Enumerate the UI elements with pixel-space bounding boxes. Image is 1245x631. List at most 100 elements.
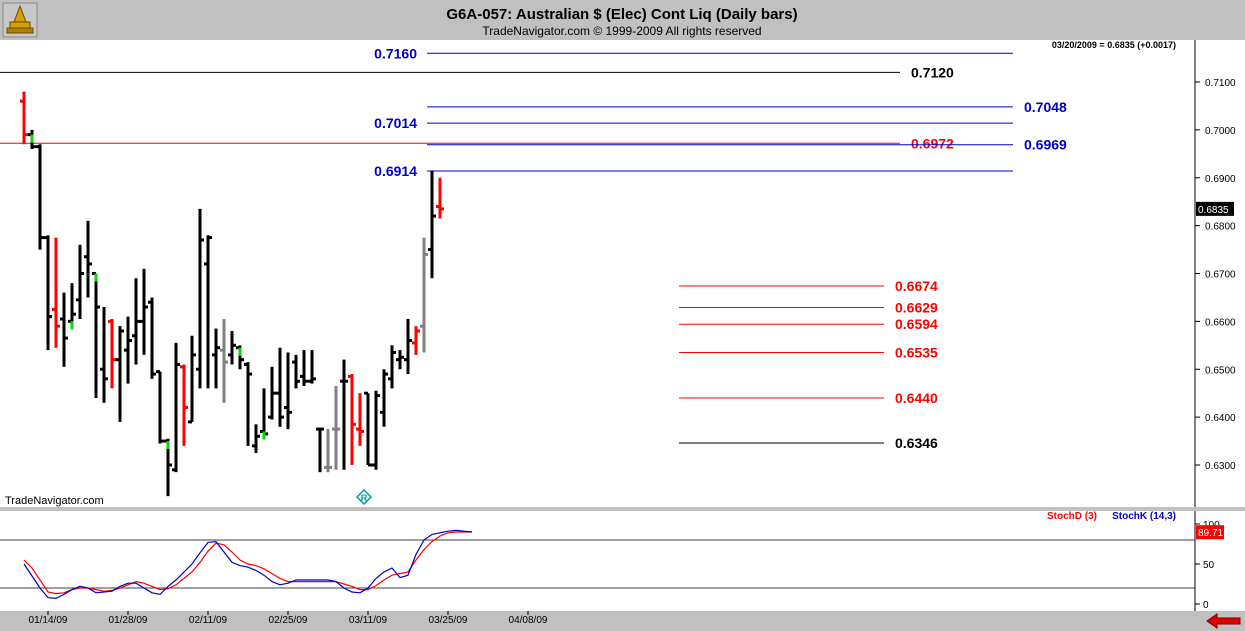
date-tick-label: 01/28/09 bbox=[109, 615, 148, 626]
logo-icon[interactable] bbox=[2, 2, 38, 38]
ohlc-bar bbox=[108, 318, 116, 389]
ohlc-bar bbox=[180, 364, 188, 446]
price-level-label: 0.6440 bbox=[895, 390, 938, 406]
ohlc-bar bbox=[284, 352, 292, 430]
price-tick-label: 0.6400 bbox=[1205, 413, 1236, 424]
ohlc-bar bbox=[372, 390, 380, 470]
ohlc-bar bbox=[84, 220, 92, 298]
price-tick-label: 0.7000 bbox=[1205, 126, 1236, 137]
ohlc-bar bbox=[340, 359, 348, 470]
ohlc-bar bbox=[436, 177, 444, 219]
ohlc-bar bbox=[252, 424, 260, 454]
stochk-line bbox=[23, 529, 473, 600]
ohlc-bar bbox=[348, 374, 356, 465]
stoch-tick-label: 50 bbox=[1203, 560, 1215, 571]
ohlc-bar bbox=[148, 297, 156, 379]
price-tick-label: 0.6300 bbox=[1205, 461, 1236, 472]
ohlc-bar bbox=[156, 370, 164, 444]
price-level-label: 0.7014 bbox=[374, 115, 417, 131]
price-level-label: 0.6594 bbox=[895, 316, 938, 332]
chart-markers[interactable]: R bbox=[355, 488, 373, 506]
ohlc-bar bbox=[260, 388, 268, 440]
ohlc-bar bbox=[236, 345, 244, 370]
ohlc-bar bbox=[244, 362, 252, 446]
legend-stochk: StochK (14,3) bbox=[1112, 511, 1176, 522]
ohlc-bar bbox=[396, 350, 404, 370]
ohlc-bar bbox=[172, 342, 180, 473]
ohlc-bar bbox=[276, 347, 284, 427]
price-tick-label: 0.6900 bbox=[1205, 174, 1236, 185]
price-level-label: 0.7048 bbox=[1024, 99, 1067, 115]
price-level-label: 0.6346 bbox=[895, 435, 938, 451]
ohlc-bar bbox=[380, 369, 388, 427]
date-tick-label: 03/25/09 bbox=[429, 615, 468, 626]
chart-title: G6A-057: Australian $ (Elec) Cont Liq (D… bbox=[446, 6, 797, 23]
price-level-label: 0.6629 bbox=[895, 299, 938, 315]
ohlc-bar bbox=[116, 326, 124, 422]
ohlc-bar bbox=[356, 393, 364, 446]
price-axis bbox=[1195, 40, 1245, 507]
price-tick-label: 0.7100 bbox=[1205, 78, 1236, 89]
ohlc-bar bbox=[324, 429, 332, 473]
ohlc-bar bbox=[212, 328, 220, 389]
price-tick-label: 0.6500 bbox=[1205, 365, 1236, 376]
date-axis bbox=[0, 611, 1245, 631]
ohlc-bar bbox=[420, 237, 428, 353]
date-tick-label: 02/25/09 bbox=[269, 615, 308, 626]
price-panel bbox=[0, 40, 1195, 507]
ohlc-bar bbox=[292, 354, 300, 389]
ohlc-bar bbox=[364, 391, 372, 467]
price-level-label: 0.6969 bbox=[1024, 137, 1067, 153]
stoch-tick-label: 0 bbox=[1203, 600, 1209, 611]
ohlc-bar bbox=[220, 318, 228, 403]
title-strip bbox=[0, 0, 1245, 40]
ohlc-bar bbox=[404, 318, 412, 375]
price-level-label: 0.6674 bbox=[895, 278, 938, 294]
last-price-box bbox=[1196, 201, 1234, 216]
date-tick-label: 04/08/09 bbox=[509, 615, 548, 626]
ohlc-bar bbox=[68, 283, 76, 330]
ohlc-bars bbox=[20, 91, 444, 497]
ohlc-bar bbox=[124, 316, 132, 384]
panel-separator[interactable] bbox=[0, 507, 1245, 511]
ohlc-bar bbox=[228, 330, 236, 365]
price-level-label: 0.6914 bbox=[374, 163, 417, 179]
ohlc-bar bbox=[164, 438, 172, 497]
price-level-label: 0.7120 bbox=[911, 64, 954, 80]
svg-text:R: R bbox=[361, 493, 368, 503]
ohlc-bar bbox=[44, 235, 52, 351]
price-level-label: 0.6535 bbox=[895, 344, 938, 360]
ohlc-bar bbox=[300, 350, 308, 387]
date-axis-ticks: 01/14/09 01/28/09 02/11/09 02/25/09 03/11/09… bbox=[29, 611, 548, 626]
arrow-left-icon[interactable] bbox=[1206, 613, 1241, 629]
ohlc-bar bbox=[60, 292, 68, 367]
price-axis-ticks: 0.6300 0.6400 0.6500 0.6600 0.6700 0.6800 0.69… bbox=[1195, 78, 1236, 472]
date-tick-label: 01/14/09 bbox=[29, 615, 68, 626]
ohlc-bar bbox=[140, 268, 148, 355]
ohlc-bar bbox=[92, 272, 100, 398]
date-tick-label: 02/11/09 bbox=[189, 615, 228, 626]
price-tick-label: 0.6700 bbox=[1205, 270, 1236, 281]
ohlc-bar bbox=[52, 237, 60, 348]
last-price-label: 0.6835 bbox=[1198, 205, 1229, 216]
ohlc-bar bbox=[36, 144, 44, 250]
ohlc-bar bbox=[388, 345, 396, 389]
price-level-label: 0.7160 bbox=[374, 45, 417, 61]
stochastic-lines: 05010089.71 bbox=[0, 520, 1224, 611]
ohlc-bar bbox=[316, 427, 324, 473]
stoch-last-label: 89.71 bbox=[1198, 528, 1223, 539]
legend-stochd: StochD (3) bbox=[1047, 511, 1097, 522]
stoch-last-box bbox=[1196, 525, 1224, 540]
ohlc-bar bbox=[100, 307, 108, 403]
ohlc-bar bbox=[332, 386, 340, 470]
watermark: TradeNavigator.com bbox=[5, 495, 104, 507]
reversal-marker[interactable]: R bbox=[355, 488, 373, 506]
ohlc-bar bbox=[268, 366, 276, 420]
price-level-label: 0.6972 bbox=[911, 135, 954, 151]
ohlc-bar bbox=[20, 91, 28, 145]
price-tick-label: 0.6800 bbox=[1205, 222, 1236, 233]
ohlc-bar bbox=[196, 208, 204, 389]
ohlc-bar bbox=[308, 350, 316, 384]
ohlc-bar bbox=[204, 235, 212, 389]
stochastic-panel bbox=[0, 511, 1195, 611]
